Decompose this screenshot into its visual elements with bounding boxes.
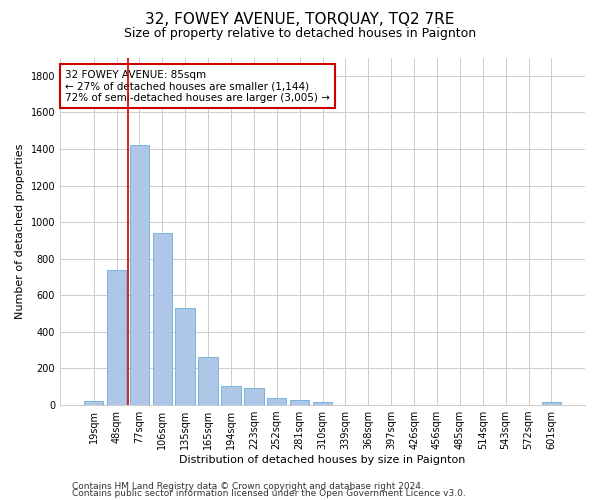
Text: Contains HM Land Registry data © Crown copyright and database right 2024.: Contains HM Land Registry data © Crown c… (72, 482, 424, 491)
Bar (313, 402, 332, 405)
Bar (542, 402, 561, 405)
Text: 32 FOWEY AVENUE: 85sqm
← 27% of detached houses are smaller (1,144)
72% of semi-: 32 FOWEY AVENUE: 85sqm ← 27% of detached… (65, 70, 330, 103)
Text: 32, FOWEY AVENUE, TORQUAY, TQ2 7RE: 32, FOWEY AVENUE, TORQUAY, TQ2 7RE (145, 12, 455, 28)
X-axis label: Distribution of detached houses by size in Paignton: Distribution of detached houses by size … (179, 455, 466, 465)
Bar (290, 400, 310, 405)
Bar (175, 308, 195, 405)
Bar (152, 233, 172, 405)
Text: Size of property relative to detached houses in Paignton: Size of property relative to detached ho… (124, 28, 476, 40)
Bar (221, 386, 241, 405)
Y-axis label: Number of detached properties: Number of detached properties (15, 144, 25, 319)
Bar (84, 401, 103, 405)
Bar (244, 388, 263, 405)
Bar (199, 356, 218, 405)
Text: Contains public sector information licensed under the Open Government Licence v3: Contains public sector information licen… (72, 490, 466, 498)
Bar (107, 270, 126, 405)
Bar (267, 398, 286, 405)
Bar (130, 146, 149, 405)
